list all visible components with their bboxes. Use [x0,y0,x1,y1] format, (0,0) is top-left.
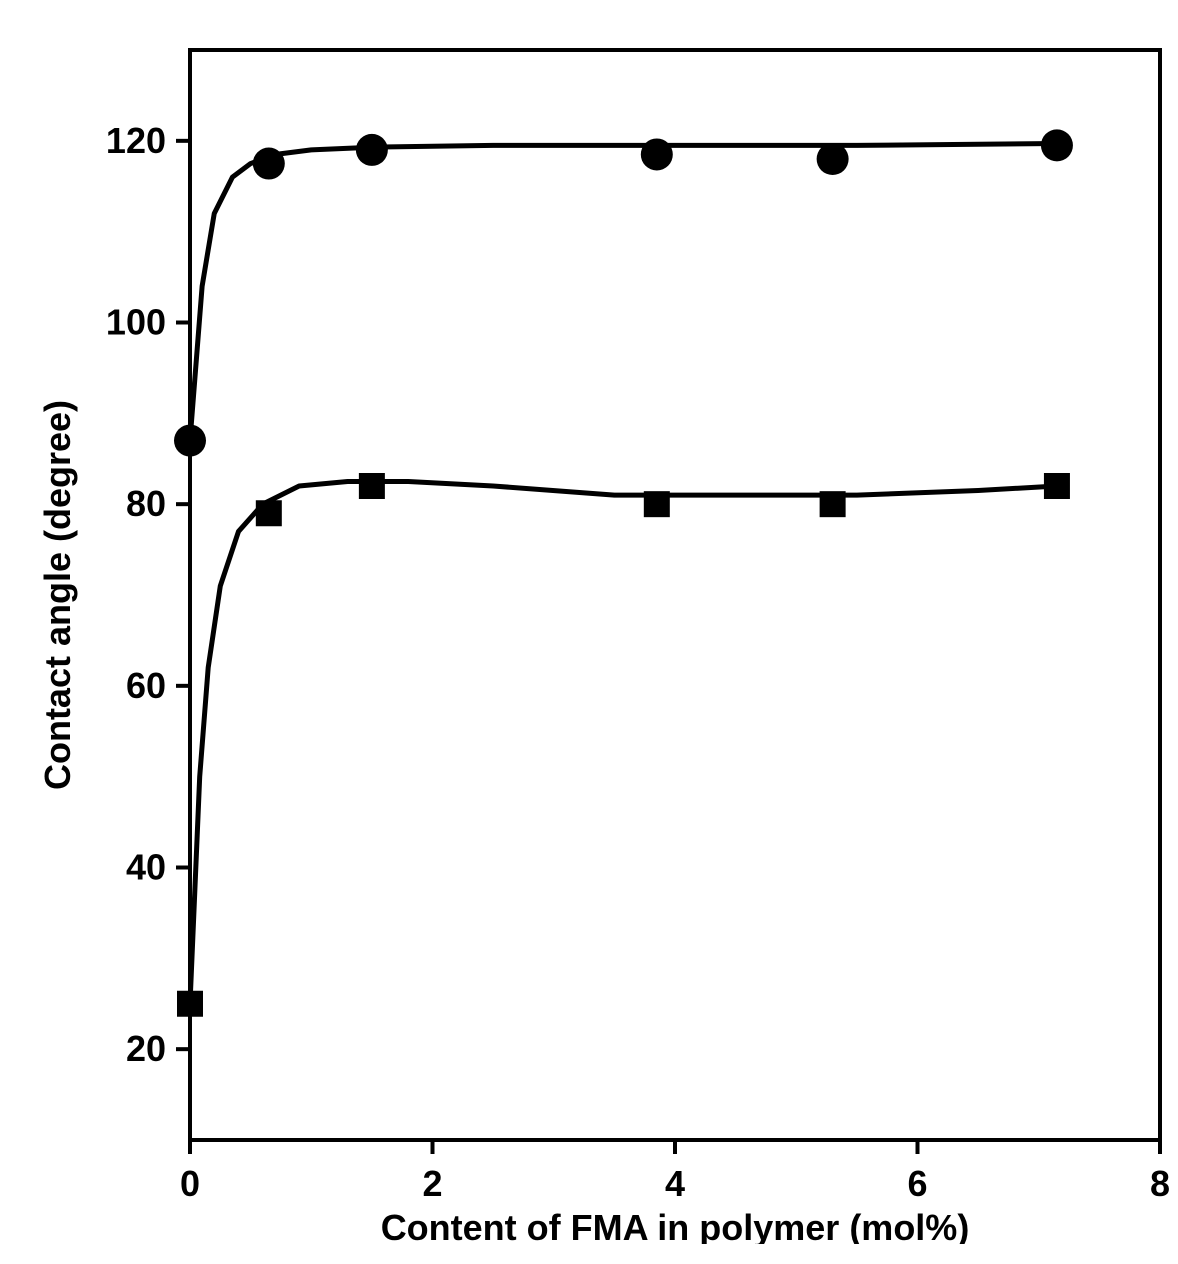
y-tick-label: 20 [126,1028,166,1069]
marker-circle [174,425,206,457]
marker-circle [641,138,673,170]
marker-square [177,991,203,1017]
y-tick-label: 60 [126,665,166,706]
plot-border [190,50,1160,1140]
series-line-squares [190,481,1057,1003]
y-tick-label: 40 [126,847,166,888]
y-tick-label: 120 [106,120,166,161]
x-tick-label: 4 [665,1163,685,1204]
chart-container: 0 2 4 6 8 20 40 60 80 100 120 Content of FMA in pol… [20,20,1178,1244]
chart-svg: 0 2 4 6 8 20 40 60 80 100 120 Content of FMA in pol… [20,20,1178,1244]
marker-circle [253,148,285,180]
x-tick-label: 0 [180,1163,200,1204]
y-axis-label: Contact angle (degree) [37,400,78,790]
marker-circle [817,143,849,175]
marker-square [359,473,385,499]
marker-circle [356,134,388,166]
x-tick-label: 6 [907,1163,927,1204]
marker-circle [1041,129,1073,161]
x-tick-label: 8 [1150,1163,1170,1204]
y-tick-label: 100 [106,302,166,343]
marker-square [644,491,670,517]
x-axis-label: Content of FMA in polymer (mol%) [381,1207,970,1244]
marker-square [820,491,846,517]
y-tick-label: 80 [126,483,166,524]
marker-square [256,500,282,526]
marker-square [1044,473,1070,499]
series-line-circles [190,144,1057,441]
x-tick-label: 2 [422,1163,442,1204]
